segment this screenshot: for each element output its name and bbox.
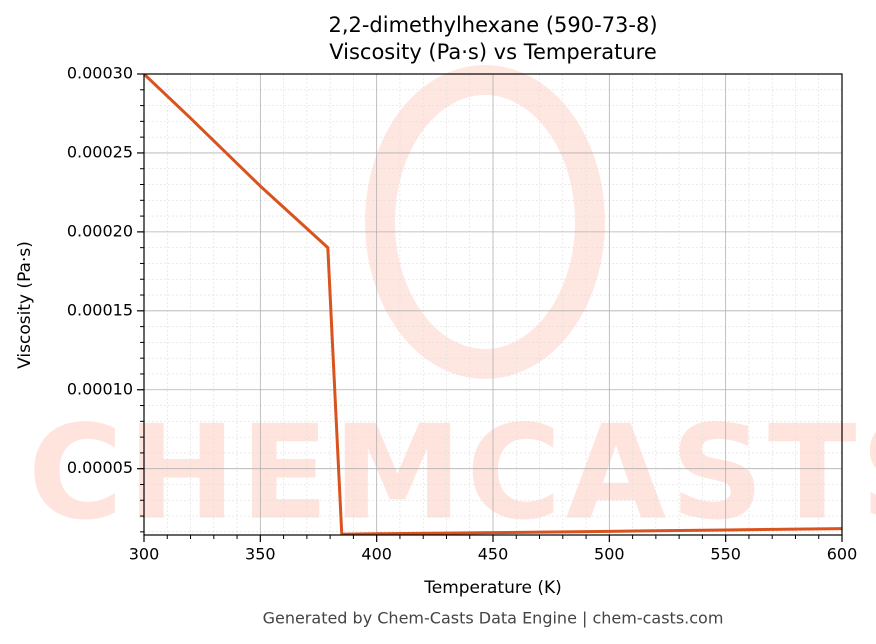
x-tick-label: 350 <box>245 545 276 564</box>
y-tick-label: 0.00015 <box>67 300 133 319</box>
watermark: CHEMCASTS <box>28 397 876 549</box>
watermark-logo <box>365 65 605 379</box>
y-tick-label: 0.00030 <box>67 64 133 83</box>
x-tick-label: 400 <box>361 545 392 564</box>
footer: Generated by Chem-Casts Data Engine | ch… <box>263 609 724 628</box>
chart-subtitle: Viscosity (Pa·s) vs Temperature <box>329 40 657 64</box>
y-tick-label: 0.00020 <box>67 221 133 240</box>
x-tick-label: 550 <box>710 545 741 564</box>
x-tick-label: 450 <box>478 545 509 564</box>
line <box>144 74 842 535</box>
chart-title: 2,2-dimethylhexane (590-73-8) <box>328 13 657 37</box>
y-tick-label: 0.00010 <box>67 379 133 398</box>
plot-frame <box>143 73 843 536</box>
x-tick-label: 300 <box>129 545 160 564</box>
x-axis-label: Temperature (K) <box>423 578 562 598</box>
x-tick-label: 500 <box>594 545 625 564</box>
x-tick-label: 600 <box>827 545 858 564</box>
y-axis-label: Viscosity (Pa·s) <box>15 241 35 369</box>
y-tick-label: 0.00025 <box>67 142 133 161</box>
y-tick-label: 0.00005 <box>67 458 133 477</box>
